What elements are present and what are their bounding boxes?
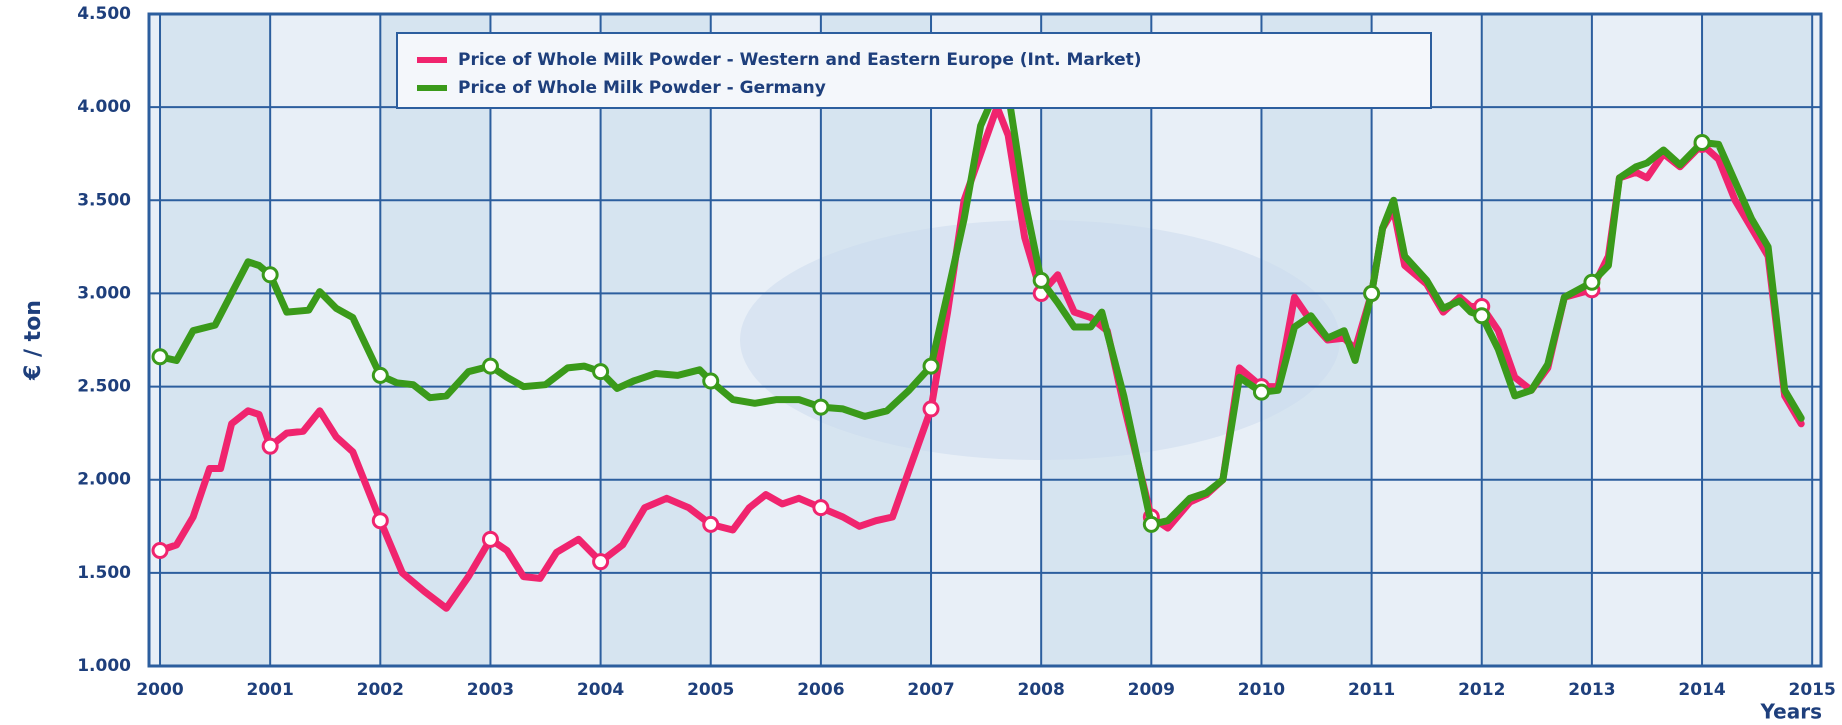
x-tick-label: 2007 <box>907 680 954 700</box>
point-marker <box>702 515 720 533</box>
y-tick-label: 3.000 <box>77 283 131 303</box>
x-tick-label: 2001 <box>246 680 293 700</box>
watermark <box>740 220 1340 460</box>
year-band <box>1591 14 1703 666</box>
x-tick-label: 2006 <box>797 680 844 700</box>
point-marker <box>151 348 169 366</box>
point-marker <box>151 542 169 560</box>
point-marker <box>812 398 830 416</box>
year-band <box>1702 14 1813 666</box>
point-marker <box>922 400 940 418</box>
point-marker <box>1693 134 1711 152</box>
x-tick-label: 2005 <box>687 680 734 700</box>
point-marker <box>1473 307 1491 325</box>
series-line <box>156 85 1805 528</box>
x-axis-label: Years <box>1760 700 1822 724</box>
x-tick-label: 2014 <box>1678 680 1725 700</box>
x-tick-label: 2009 <box>1128 680 1175 700</box>
point-marker <box>1032 271 1050 289</box>
point-marker <box>592 553 610 571</box>
year-band <box>1371 14 1482 666</box>
legend-label: Price of Whole Milk Powder - Western and… <box>458 50 1142 70</box>
point-marker <box>1363 284 1381 302</box>
point-marker <box>1252 383 1270 401</box>
point-marker <box>371 366 389 384</box>
y-tick-label: 4.500 <box>77 4 131 24</box>
year-band <box>600 14 711 666</box>
x-tick-label: 2012 <box>1458 680 1505 700</box>
x-tick-label: 2008 <box>1018 680 1065 700</box>
point-marker <box>371 512 389 530</box>
y-axis-label: € / ton <box>21 300 46 381</box>
year-band <box>1812 14 1821 666</box>
point-marker <box>702 372 720 390</box>
x-tick-label: 2015 <box>1789 680 1836 700</box>
point-marker <box>922 357 940 375</box>
legend-label: Price of Whole Milk Powder - Germany <box>458 78 826 98</box>
x-tick-label: 2011 <box>1348 680 1395 700</box>
x-tick-label: 2010 <box>1238 680 1285 700</box>
x-tick-label: 2003 <box>467 680 514 700</box>
x-tick-label: 2013 <box>1568 680 1615 700</box>
year-band <box>149 14 161 666</box>
point-marker <box>1583 273 1601 291</box>
y-tick-label: 2.000 <box>77 470 131 490</box>
plot-frame <box>147 12 1823 668</box>
x-tick-label: 2002 <box>357 680 404 700</box>
y-tick-label: 2.500 <box>77 377 131 397</box>
point-marker <box>481 357 499 375</box>
x-tick-label: 2004 <box>577 680 624 700</box>
year-band <box>160 14 271 666</box>
point-marker <box>261 266 279 284</box>
point-marker <box>481 530 499 548</box>
x-tick-label: 2000 <box>136 680 183 700</box>
y-tick-label: 1.500 <box>77 563 131 583</box>
legend: Price of Whole Milk Powder - Western and… <box>396 32 1432 109</box>
y-tick-label: 4.000 <box>77 97 131 117</box>
point-marker <box>1142 515 1160 533</box>
legend-box <box>396 32 1432 109</box>
y-tick-label: 3.500 <box>77 190 131 210</box>
plot-background <box>149 13 1821 667</box>
point-marker <box>592 363 610 381</box>
y-tick-label: 1.000 <box>77 656 131 676</box>
point-marker <box>812 499 830 517</box>
point-marker <box>261 437 279 455</box>
